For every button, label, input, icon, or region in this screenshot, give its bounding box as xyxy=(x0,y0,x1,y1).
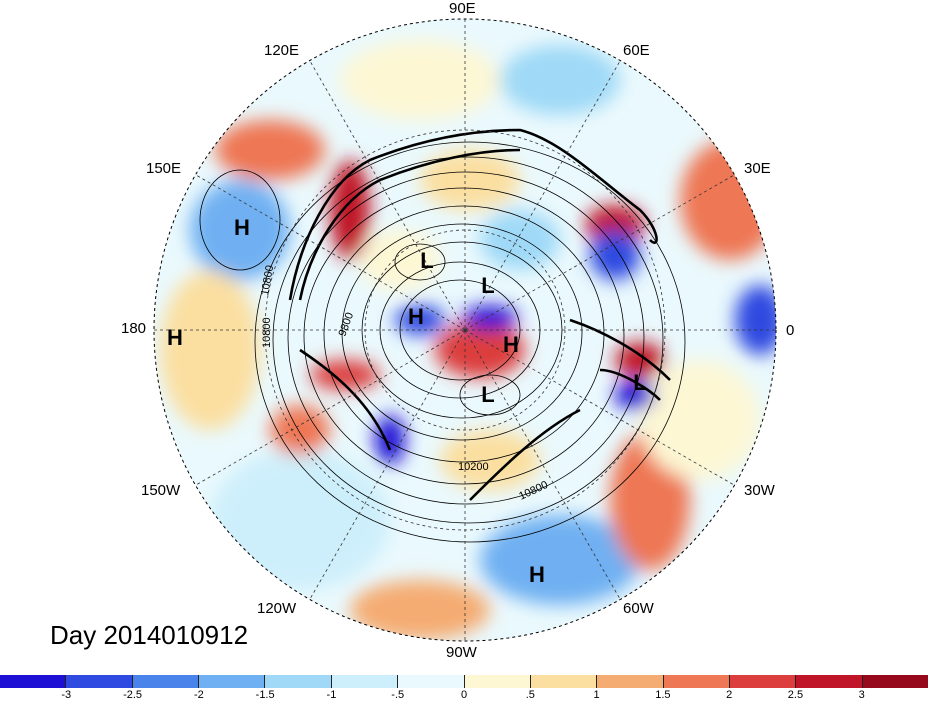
colorbar-swatch xyxy=(464,675,531,688)
longitude-label-90w: 90W xyxy=(446,644,477,661)
colorbar-tick-label: -2 xyxy=(193,689,204,701)
colorbar xyxy=(0,675,928,688)
pressure-center-high: H xyxy=(167,325,183,350)
longitude-label-150e: 150E xyxy=(146,160,182,177)
graticule xyxy=(154,19,776,641)
pressure-center-high: H xyxy=(234,215,250,240)
longitude-label-150w: 150W xyxy=(141,482,181,499)
height-contours xyxy=(199,141,686,543)
pressure-center-high: H xyxy=(503,332,519,357)
longitude-label-0: 0 xyxy=(786,322,795,339)
colorbar-swatch xyxy=(331,675,399,688)
longitude-label-60e: 60E xyxy=(623,42,650,59)
colorbar-tick-label: -3 xyxy=(61,689,72,701)
colorbar-tick-label: -1.5 xyxy=(255,689,275,701)
colorbar-tick-label: -1 xyxy=(326,689,337,701)
colorbar-swatch xyxy=(862,675,928,688)
colorbar-swatch xyxy=(597,675,664,688)
longitude-label-120e: 120E xyxy=(264,42,300,59)
longitude-label-120w: 120W xyxy=(257,600,297,617)
pressure-centers: H H L L H H L L H xyxy=(167,215,647,587)
longitude-label-30w: 30W xyxy=(744,482,775,499)
colorbar-tick-label: .5 xyxy=(525,689,535,701)
contour-label: 10800 xyxy=(259,264,276,296)
pressure-center-low: L xyxy=(481,382,494,407)
colorbar-tick-label: -.5 xyxy=(391,689,405,701)
pressure-center-high: H xyxy=(408,304,424,329)
colorbar-tick-label: 3 xyxy=(858,689,865,701)
colorbar-swatch xyxy=(265,675,332,688)
map-boundary xyxy=(153,18,777,642)
longitude-label-60w: 60W xyxy=(623,600,654,617)
colorbar-tick-label: 0 xyxy=(460,689,468,701)
colorbar-swatch xyxy=(398,675,465,688)
colorbar-swatch xyxy=(199,675,266,688)
pressure-center-low: L xyxy=(633,370,646,395)
pressure-center-low: L xyxy=(481,273,494,298)
contour-label: 10200 xyxy=(458,461,489,473)
date-label: Day 2014010912 xyxy=(50,620,249,650)
colorbar-swatch xyxy=(66,675,133,688)
colorbar-swatch xyxy=(0,675,67,688)
anomaly-field xyxy=(160,40,776,640)
colorbar-swatch xyxy=(729,675,797,688)
longitude-label-180: 180 xyxy=(121,320,147,337)
colorbar-ticks: -3 -2.5 -2 -1.5 -1 -.5 0 .5 1 1.5 2 2.5 3 xyxy=(0,689,928,702)
colorbar-swatch xyxy=(530,675,598,688)
longitude-label-30e: 30E xyxy=(744,160,771,177)
colorbar-tick-label: 1 xyxy=(593,689,600,701)
colorbar-swatch xyxy=(132,675,200,688)
colorbar-swatch xyxy=(663,675,730,688)
colorbar-tick-label: 2.5 xyxy=(787,689,804,701)
pressure-center-high: H xyxy=(529,562,545,587)
colorbar-tick-label: 2 xyxy=(726,689,733,701)
colorbar-tick-label: 1.5 xyxy=(655,689,671,701)
colorbar-tick-label: -2.5 xyxy=(123,689,143,701)
colorbar-swatch xyxy=(796,675,863,688)
contour-label: 10800 xyxy=(261,317,273,348)
pressure-center-low: L xyxy=(420,248,433,273)
longitude-label-90e: 90E xyxy=(449,0,476,17)
jet-contours xyxy=(288,128,671,501)
